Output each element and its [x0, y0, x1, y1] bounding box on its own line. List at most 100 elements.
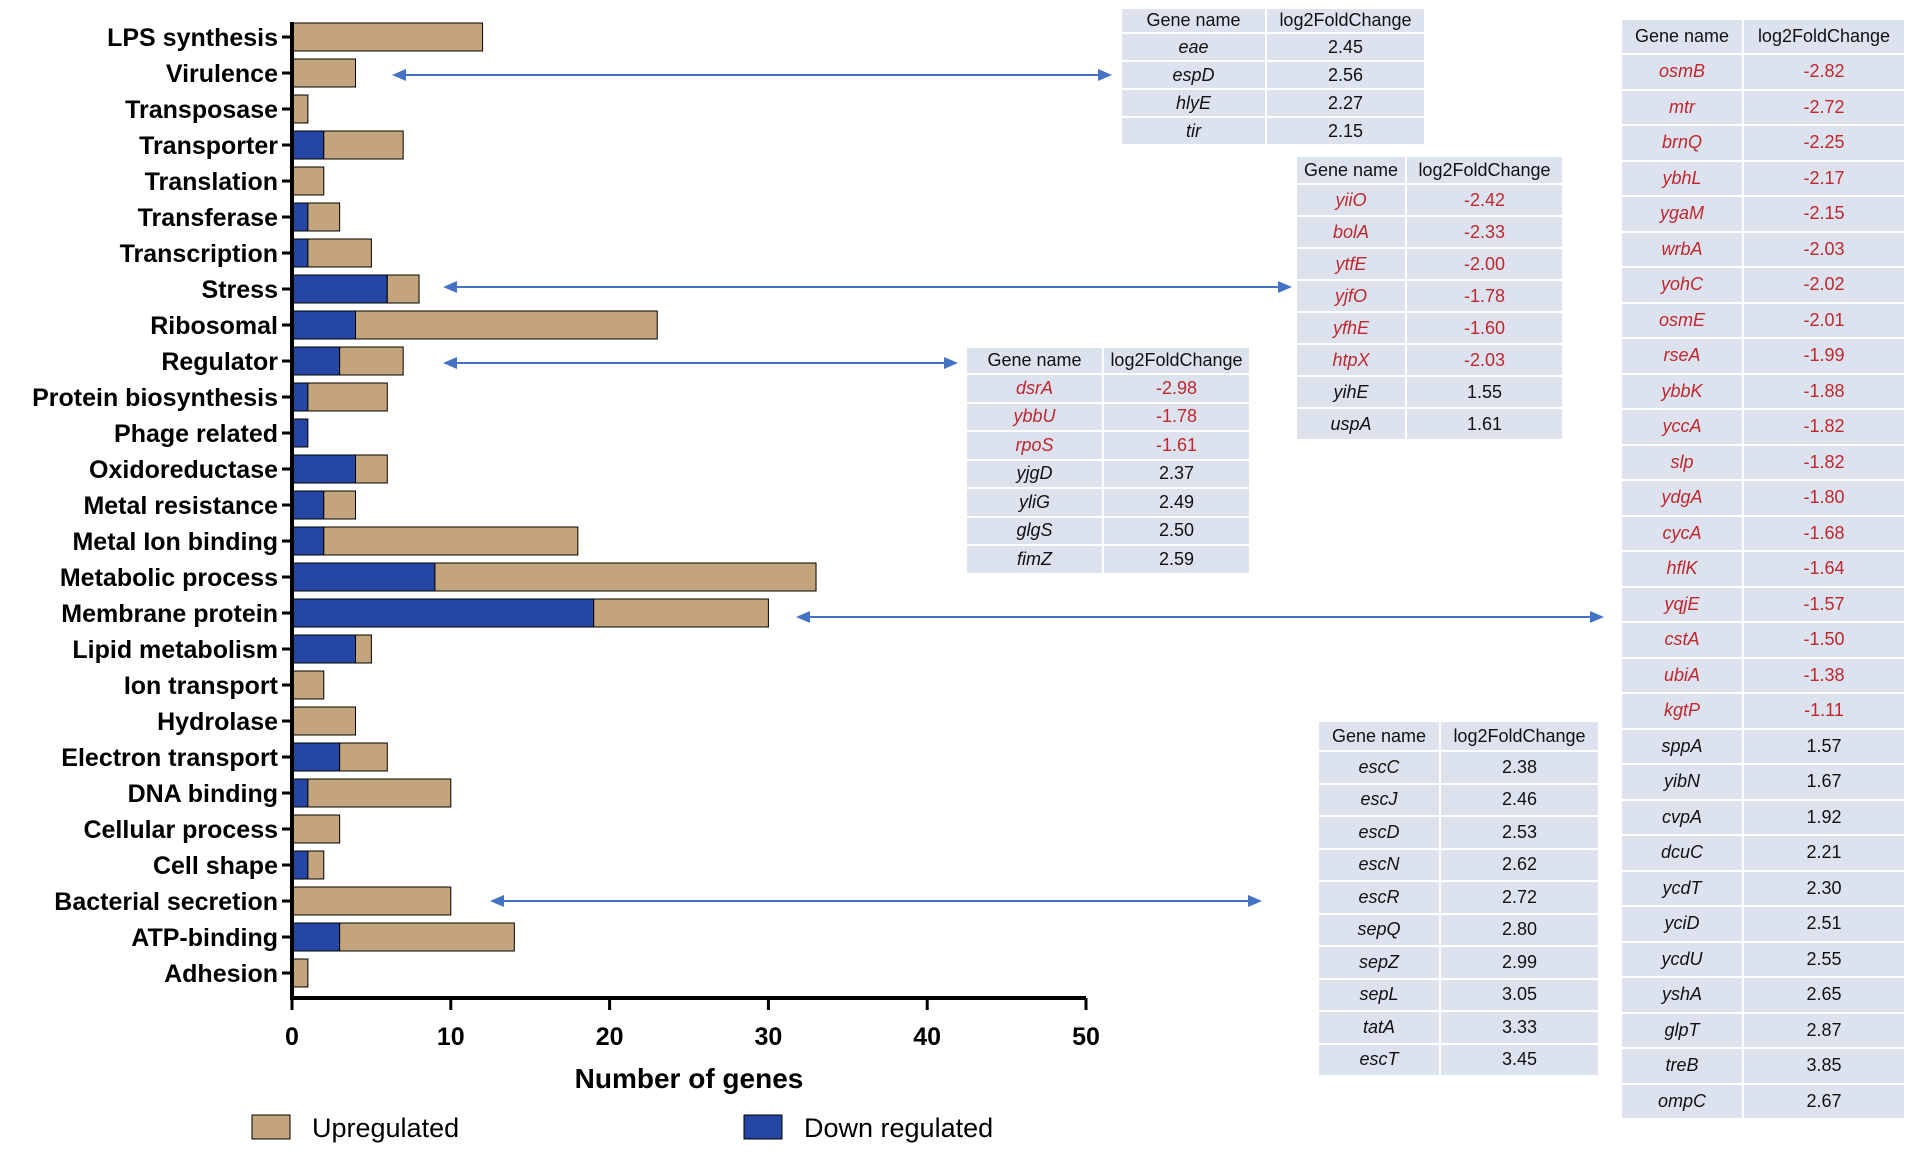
bar-up-bacterial-secretion — [291, 886, 452, 916]
y-tick-label-protein-biosynthesis: Protein biosynthesis — [32, 384, 278, 412]
x-ticks-group: 0 10 20 30 40 50 — [285, 998, 1100, 1051]
bars-group — [291, 22, 817, 988]
gene-name-cell: cycA — [1622, 516, 1742, 550]
table-header-row: Gene name log2FoldChange — [967, 348, 1249, 373]
gene-name-cell: osmB — [1622, 55, 1742, 89]
gene-name-cell: uspA — [1297, 409, 1405, 439]
legend-swatch-upregulated — [251, 1114, 291, 1140]
gene-name-cell: sepQ — [1319, 914, 1439, 945]
gene-name-cell: brnQ — [1622, 126, 1742, 160]
log2foldchange-cell: 2.72 — [1441, 882, 1598, 913]
log2foldchange-cell: -2.15 — [1744, 197, 1904, 231]
bar-up-transporter — [323, 130, 404, 160]
log2foldchange-cell: -2.82 — [1744, 55, 1904, 89]
header-log2foldchange: log2FoldChange — [1441, 722, 1598, 750]
y-tick-label-ribosomal: Ribosomal — [150, 312, 278, 340]
gene-name-cell: yibN — [1622, 765, 1742, 799]
table-row: escC 2.38 — [1319, 752, 1598, 783]
table-row: fimZ 2.59 — [967, 546, 1249, 573]
log2foldchange-cell: 1.67 — [1744, 765, 1904, 799]
table-row: ubiA -1.38 — [1622, 658, 1904, 692]
y-tick-label-lipid-metabolism: Lipid metabolism — [72, 636, 278, 664]
bar-down-electron-transport — [291, 742, 341, 772]
log2foldchange-cell: -1.82 — [1744, 445, 1904, 479]
gene-name-cell: ycdU — [1622, 942, 1742, 976]
bar-down-metal-resistance — [291, 490, 325, 520]
y-tick-label-translation: Translation — [145, 168, 278, 196]
log2foldchange-cell: -1.38 — [1744, 658, 1904, 692]
log2foldchange-cell: -1.50 — [1744, 623, 1904, 657]
y-tick-label-transcription: Transcription — [120, 240, 278, 268]
table-row: yiiO -2.42 — [1297, 185, 1562, 215]
table-row: treB 3.85 — [1622, 1049, 1904, 1083]
gene-name-cell: yqjE — [1622, 587, 1742, 621]
log2foldchange-cell: -1.88 — [1744, 374, 1904, 408]
table-row: osmB -2.82 — [1622, 55, 1904, 89]
gene-name-cell: wrbA — [1622, 232, 1742, 266]
log2foldchange-cell: -2.98 — [1104, 375, 1249, 402]
x-tick-label: 20 — [596, 1023, 624, 1051]
bar-up-lipid-metabolism — [355, 634, 372, 664]
gene-name-cell: treB — [1622, 1049, 1742, 1083]
table-row: yqjE -1.57 — [1622, 587, 1904, 621]
log2foldchange-cell: -2.25 — [1744, 126, 1904, 160]
y-tick-label-membrane-protein: Membrane protein — [61, 600, 278, 628]
table-row: brnQ -2.25 — [1622, 126, 1904, 160]
gene-name-cell: ybhL — [1622, 161, 1742, 195]
gene-name-cell: ompC — [1622, 1084, 1742, 1118]
y-tick-label-electron-transport: Electron transport — [61, 744, 278, 772]
y-tick-label-regulator: Regulator — [161, 348, 278, 376]
log2foldchange-cell: -2.33 — [1407, 217, 1562, 247]
header-gene-name: Gene name — [967, 348, 1102, 373]
arrow-head-icon — [392, 69, 406, 81]
gene-name-cell: yfhE — [1297, 313, 1405, 343]
gene-name-cell: osmE — [1622, 303, 1742, 337]
gene-name-cell: sppA — [1622, 729, 1742, 763]
gene-name-cell: yciD — [1622, 907, 1742, 941]
y-tick-label-stress: Stress — [202, 276, 278, 304]
log2foldchange-cell: -2.03 — [1407, 345, 1562, 375]
y-tick-label-lps-synthesis: LPS synthesis — [107, 24, 278, 52]
table-row: tir 2.15 — [1122, 118, 1424, 144]
log2foldchange-cell: 2.15 — [1267, 118, 1424, 144]
y-tick-label-virulence: Virulence — [166, 60, 278, 88]
table-row: escD 2.53 — [1319, 817, 1598, 848]
y-tick-label-transposase: Transposase — [125, 96, 278, 124]
table-row: wrbA -2.03 — [1622, 232, 1904, 266]
bar-up-transposase — [291, 94, 309, 124]
gene-name-cell: sepZ — [1319, 947, 1439, 978]
gene-name-cell: ybbK — [1622, 374, 1742, 408]
table-header-row: Gene name log2FoldChange — [1297, 157, 1562, 183]
gene-name-cell: htpX — [1297, 345, 1405, 375]
arrow-head-icon — [1248, 895, 1262, 907]
log2foldchange-cell: 2.56 — [1267, 62, 1424, 88]
table-header-row: Gene name log2FoldChange — [1622, 20, 1904, 53]
gene-name-cell: yihE — [1297, 377, 1405, 407]
gene-name-cell: escD — [1319, 817, 1439, 848]
table-row: ytfE -2.00 — [1297, 249, 1562, 279]
gene-name-cell: dsrA — [967, 375, 1102, 402]
table-row: escR 2.72 — [1319, 882, 1598, 913]
arrow-head-icon — [1278, 281, 1292, 293]
table-row: yibN 1.67 — [1622, 765, 1904, 799]
gene-name-cell: ytfE — [1297, 249, 1405, 279]
log2foldchange-cell: 3.45 — [1441, 1044, 1598, 1075]
gene-name-cell: cvpA — [1622, 800, 1742, 834]
header-gene-name: Gene name — [1622, 20, 1742, 53]
bar-up-cell-shape — [307, 850, 325, 880]
gene-name-cell: ubiA — [1622, 658, 1742, 692]
table-row: bolA -2.33 — [1297, 217, 1562, 247]
header-gene-name: Gene name — [1319, 722, 1439, 750]
table-row: hflK -1.64 — [1622, 552, 1904, 586]
gene-table-membrane-protein: Gene name log2FoldChange osmB -2.82 mtr -2.72… — [1620, 18, 1906, 1120]
x-tick-label: 0 — [285, 1023, 299, 1051]
log2foldchange-cell: 2.65 — [1744, 978, 1904, 1012]
table-row: sppA 1.57 — [1622, 729, 1904, 763]
table-header-row: Gene name log2FoldChange — [1122, 9, 1424, 32]
gene-name-cell: escN — [1319, 849, 1439, 880]
bar-up-stress — [386, 274, 420, 304]
table-row: cycA -1.68 — [1622, 516, 1904, 550]
log2foldchange-cell: 2.51 — [1744, 907, 1904, 941]
legend-label-upregulated: Upregulated — [312, 1113, 459, 1143]
